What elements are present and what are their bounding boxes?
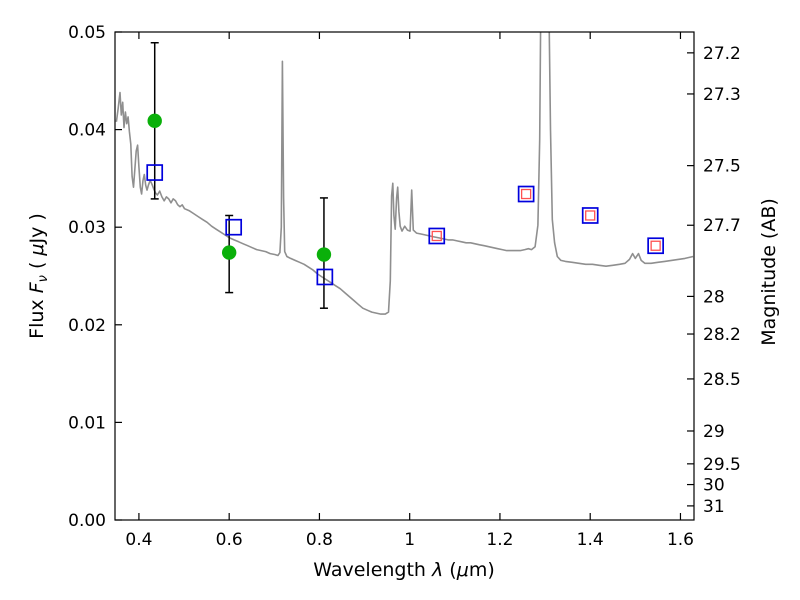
ylabel-flux-paren-open: ( bbox=[26, 255, 48, 276]
svg-text:28.5: 28.5 bbox=[703, 370, 741, 390]
svg-text:27.2: 27.2 bbox=[703, 44, 741, 64]
svg-text:27.7: 27.7 bbox=[703, 216, 741, 236]
svg-text:0.8: 0.8 bbox=[306, 530, 333, 550]
svg-text:27.3: 27.3 bbox=[703, 85, 741, 105]
svg-text:0.02: 0.02 bbox=[68, 316, 106, 336]
y-axis-label-flux: Flux Fν ( μJy ) bbox=[26, 213, 51, 339]
x-axis-label-wavelength: Wavelength λ (μm) bbox=[313, 559, 494, 581]
ylabel-flux-symbol: F bbox=[26, 282, 48, 294]
svg-text:1.4: 1.4 bbox=[577, 530, 604, 550]
ylabel-flux-mu: μ bbox=[26, 243, 48, 256]
svg-text:1.2: 1.2 bbox=[486, 530, 513, 550]
svg-text:0.00: 0.00 bbox=[68, 511, 106, 531]
svg-text:0.04: 0.04 bbox=[68, 121, 106, 141]
svg-text:0.6: 0.6 bbox=[216, 530, 243, 550]
ylabel-flux-unit: Jy ) bbox=[26, 213, 48, 244]
svg-text:29: 29 bbox=[703, 422, 725, 442]
svg-text:27.5: 27.5 bbox=[703, 157, 741, 177]
svg-text:0.05: 0.05 bbox=[68, 23, 106, 43]
xlabel-paren-open: ( bbox=[443, 559, 457, 581]
svg-text:0.03: 0.03 bbox=[68, 218, 106, 238]
svg-text:1.6: 1.6 bbox=[667, 530, 694, 550]
svg-text:28: 28 bbox=[703, 287, 725, 307]
svg-text:0.01: 0.01 bbox=[68, 413, 106, 433]
ylabel-flux-subscript-nu: ν bbox=[36, 275, 51, 283]
svg-text:1: 1 bbox=[404, 530, 415, 550]
xlabel-mu: μ bbox=[456, 559, 469, 581]
xlabel-word: Wavelength bbox=[313, 559, 433, 581]
y-axis-label-magnitude: Magnitude (AB) bbox=[758, 198, 780, 346]
svg-text:29.5: 29.5 bbox=[703, 455, 741, 475]
ylabel-flux-word: Flux bbox=[26, 293, 48, 339]
xlabel-lambda-symbol: λ bbox=[432, 559, 444, 581]
svg-text:28.2: 28.2 bbox=[703, 325, 741, 345]
svg-text:0.4: 0.4 bbox=[125, 530, 152, 550]
xlabel-unit: m) bbox=[468, 559, 495, 581]
svg-text:30: 30 bbox=[703, 476, 725, 496]
svg-text:31: 31 bbox=[703, 497, 725, 517]
